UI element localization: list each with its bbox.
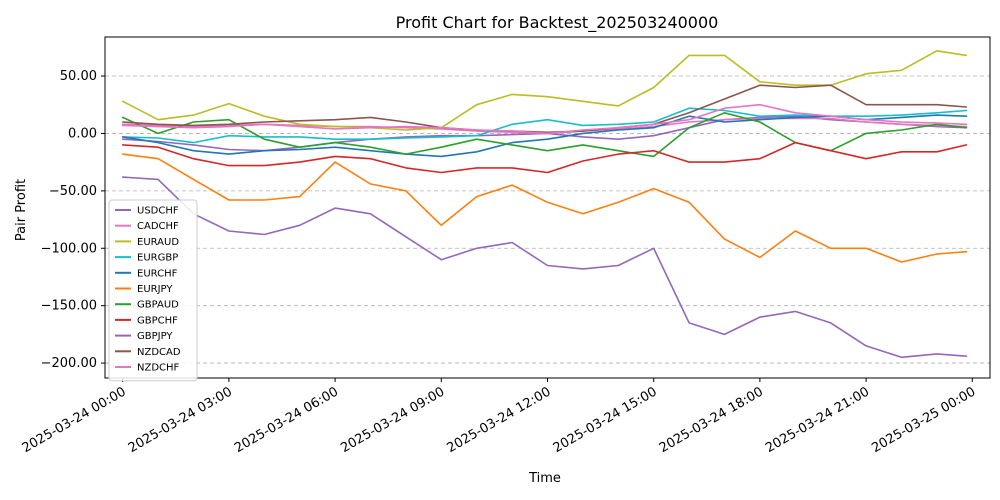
- x-axis-label: Time: [528, 471, 561, 486]
- y-tick-label: −50.00: [49, 184, 97, 199]
- y-tick-label: −200.00: [41, 356, 97, 371]
- y-tick-label: −150.00: [41, 299, 97, 314]
- chart-title: Profit Chart for Backtest_202503240000: [396, 13, 719, 33]
- x-tick-label: 2025-03-24 06:00: [232, 384, 341, 456]
- series-line-gbpjpy: [121, 176, 968, 359]
- legend-label: EURCHF: [137, 268, 178, 279]
- legend-label: EURAUD: [137, 237, 179, 248]
- plot-frame: [104, 36, 991, 379]
- legend-label: NZDCHF: [137, 363, 180, 374]
- legend-label: EURGBP: [137, 253, 178, 264]
- series-line-eurjpy: [121, 153, 968, 263]
- y-tick-label: 0.00: [68, 126, 97, 141]
- series-line-nzdchf: [121, 103, 968, 135]
- y-tick-label: 50.00: [60, 69, 97, 84]
- legend-label: NZDCAD: [137, 347, 181, 358]
- x-tick-label: 2025-03-24 00:00: [20, 384, 129, 456]
- legend-label: GBPAUD: [137, 300, 179, 311]
- y-tick-label: −100.00: [41, 241, 97, 256]
- y-axis-label: Pair Profit: [14, 179, 29, 241]
- series-line-nzdcad: [121, 84, 968, 134]
- legend-label: EURJPY: [137, 284, 173, 295]
- x-tick-label: 2025-03-24 18:00: [657, 384, 766, 456]
- legend-label: USDCHF: [137, 206, 179, 217]
- series-layer: [121, 49, 968, 359]
- x-tick-label: 2025-03-24 15:00: [551, 384, 660, 456]
- legend-label: GBPCHF: [137, 315, 178, 326]
- legend-label: CADCHF: [137, 221, 179, 232]
- series-line-gbpchf: [121, 141, 968, 174]
- x-tick-label: 2025-03-25 00:00: [869, 384, 978, 456]
- x-tick-label: 2025-03-24 21:00: [763, 384, 872, 456]
- legend: USDCHF CADCHF EURAUD EURGBP EURCHF EURJPY GBPA…: [108, 199, 198, 382]
- legend-label: GBPJPY: [137, 331, 173, 342]
- x-tick-label: 2025-03-24 03:00: [126, 384, 235, 456]
- x-tick-label: 2025-03-24 12:00: [445, 384, 554, 456]
- x-tick-label: 2025-03-24 09:00: [338, 384, 447, 456]
